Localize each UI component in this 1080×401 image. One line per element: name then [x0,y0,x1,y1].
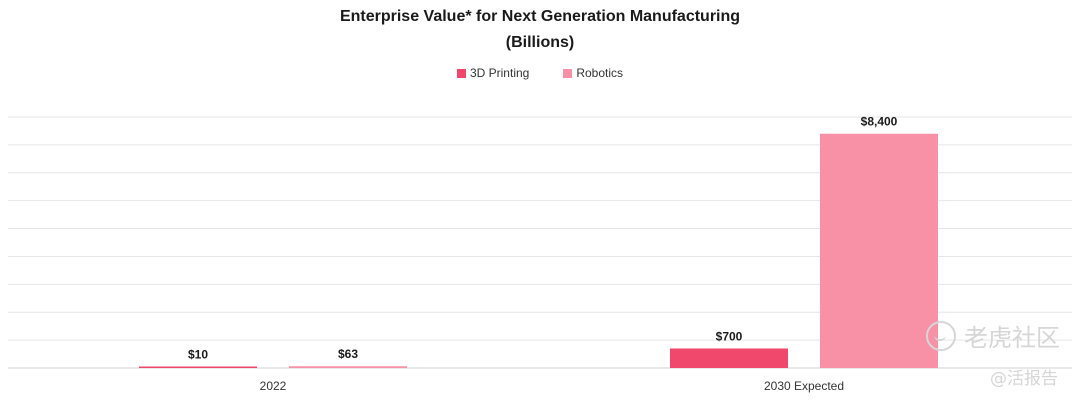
data-label: $10 [188,348,208,362]
watermark-handle: @活报告 [990,364,1058,389]
bar-chart: $10 $63 2022 $700 $8,400 2030 Expected [0,0,1080,401]
watermark-text: 老虎社区 [964,318,1060,353]
data-label: $63 [338,347,358,361]
bar-robotics-2022 [289,366,407,368]
bar-robotics-2030-expected [820,134,938,368]
bar-3d-printing-2022 [139,367,257,369]
watermark-logo: 老虎社区 [926,318,1060,353]
category-label: 2030 Expected [764,379,844,393]
data-label: $700 [716,329,743,343]
tiger-logo-icon [926,321,956,351]
bar-3d-printing-2030-expected [670,348,788,368]
data-label: $8,400 [861,115,898,129]
category-label: 2022 [260,379,287,393]
